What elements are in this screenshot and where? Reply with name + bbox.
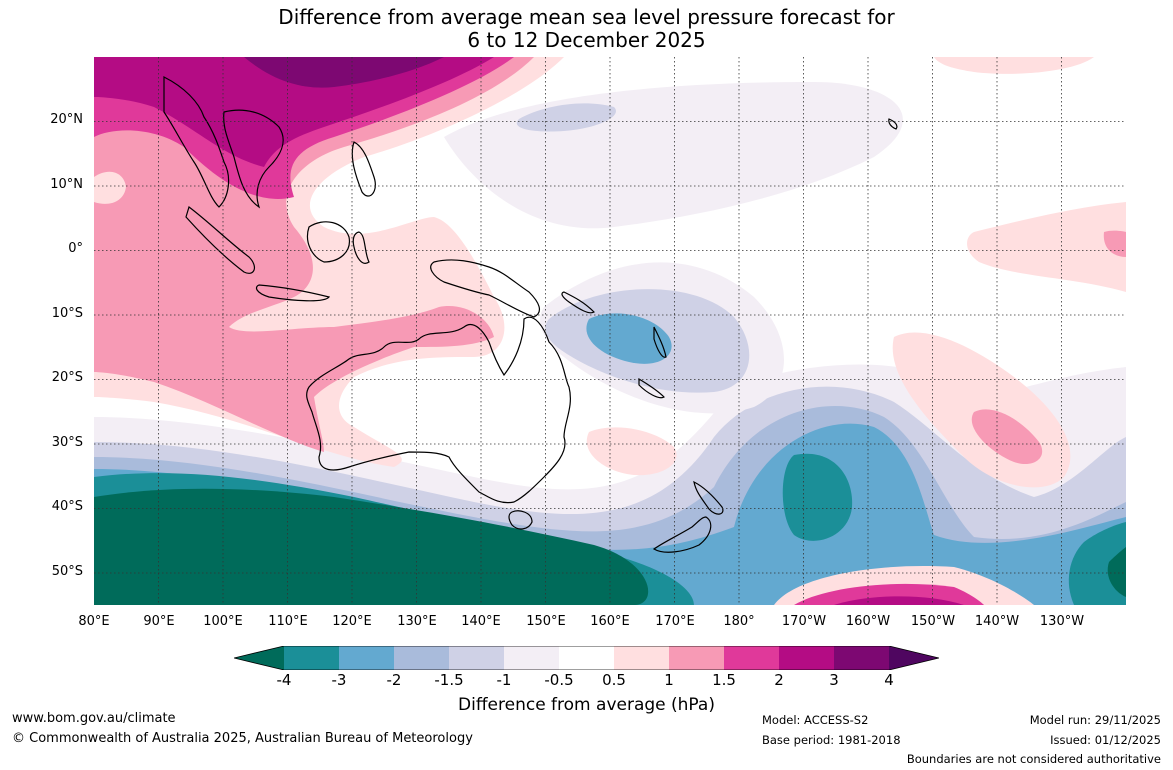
- southeast-asia-coastline: [163, 76, 284, 209]
- vanuatu-coastline: [653, 326, 667, 358]
- contour-pos-3-asia: [244, 57, 444, 88]
- lat-label-20s: 20°S: [51, 370, 83, 385]
- java-coastline: [255, 284, 331, 302]
- colorbar-swatch: [724, 646, 780, 670]
- australia-coastline: [306, 316, 571, 504]
- lon-label-170e: 170°E: [655, 614, 695, 629]
- colorbar-tick-label: 1: [664, 671, 674, 689]
- contour-pos-1-epac-mid: [971, 409, 1043, 465]
- colorbar-swatch: [394, 646, 450, 670]
- borneo-coastline: [306, 221, 351, 263]
- sulawesi-coastline: [352, 231, 370, 264]
- contour-pos-0.5-westedge: [94, 171, 126, 204]
- lon-label-150w: 150°W: [910, 614, 956, 629]
- lat-label-50s: 50°S: [51, 564, 83, 579]
- sumatra-coastline: [185, 206, 256, 274]
- lat-label-30s: 30°S: [51, 435, 83, 450]
- colorbar-tick-label: -2: [386, 671, 402, 689]
- base-period: Base period: 1981-2018: [762, 733, 901, 747]
- model-run-date: Model run: 29/11/2025: [1029, 713, 1161, 727]
- coastlines: [163, 76, 898, 553]
- lat-label-10n: 10°N: [50, 177, 83, 192]
- lon-label-180: 180°: [723, 614, 755, 629]
- lon-label-130w: 130°W: [1039, 614, 1085, 629]
- new-zealand-north-coastline: [693, 480, 724, 515]
- colorbar-swatch: [559, 646, 615, 670]
- colorbar-tick-label: 1.5: [712, 671, 736, 689]
- lat-label-20n: 20°N: [50, 112, 83, 127]
- colorbar-tick-label: -0.5: [544, 671, 574, 689]
- philippines-coastline: [351, 141, 376, 197]
- colorbar-tick-label: 0.5: [602, 671, 626, 689]
- contour-pos-0.5-tasman: [586, 427, 677, 476]
- contour-neg-1-npac: [516, 103, 616, 132]
- new-guinea-coastline: [430, 259, 541, 318]
- contour-pos-1-epac-eq: [1103, 230, 1126, 257]
- graticule: [94, 57, 1126, 605]
- lat-label-10s: 10°S: [51, 306, 83, 321]
- copyright-text: © Commonwealth of Australia 2025, Austra…: [12, 731, 473, 746]
- hawaii-coastline: [888, 118, 898, 130]
- contour-neg-4-east: [1107, 547, 1126, 597]
- colorbar-extend-low: [234, 646, 284, 670]
- contour-neg-4-south: [94, 488, 649, 605]
- contour-pos-2-asia: [94, 57, 494, 167]
- colorbar-swatch: [669, 646, 725, 670]
- colorbar-tick-label: 4: [884, 671, 894, 689]
- website-link[interactable]: www.bom.gov.au/climate: [12, 711, 176, 726]
- colorbar-swatch: [779, 646, 835, 670]
- lon-label-110e: 110°E: [268, 614, 308, 629]
- tasmania-coastline: [508, 510, 533, 530]
- lon-label-160w: 160°W: [845, 614, 891, 629]
- lon-label-150e: 150°E: [526, 614, 566, 629]
- lon-label-140e: 140°E: [461, 614, 501, 629]
- boundaries-disclaimer: Boundaries are not considered authoritat…: [906, 752, 1161, 766]
- lon-label-90e: 90°E: [143, 614, 175, 629]
- pressure-anomaly-map: [94, 57, 1126, 605]
- lat-label-eq: 0°: [68, 241, 83, 256]
- lon-label-100e: 100°E: [203, 614, 243, 629]
- lat-label-40s: 40°S: [51, 499, 83, 514]
- lon-label-130e: 130°E: [397, 614, 437, 629]
- lon-label-120e: 120°E: [332, 614, 372, 629]
- contour-neg-2-coral: [586, 313, 672, 364]
- solomon-islands-coastline: [561, 291, 595, 314]
- model-name: Model: ACCESS-S2: [762, 713, 869, 727]
- colorbar-swatch: [284, 646, 340, 670]
- colorbar-swatch: [614, 646, 670, 670]
- colorbar-swatch: [339, 646, 395, 670]
- contour-pos-0.5-npac-ne: [934, 57, 1094, 74]
- issued-date: Issued: 01/12/2025: [1050, 733, 1161, 747]
- colorbar-tick-label: -1.5: [434, 671, 464, 689]
- colorbar-tick-label: -1: [496, 671, 512, 689]
- colorbar-tick-label: 3: [829, 671, 839, 689]
- contour-pos-2-south: [834, 596, 964, 605]
- lon-label-80e: 80°E: [78, 614, 110, 629]
- lon-label-160e: 160°E: [590, 614, 630, 629]
- colorbar: [234, 646, 939, 670]
- colorbar-tick-label: -4: [276, 671, 292, 689]
- colorbar-swatch: [449, 646, 505, 670]
- lon-label-140w: 140°W: [974, 614, 1020, 629]
- colorbar-tick-label: -3: [331, 671, 347, 689]
- map-title-line-1: Difference from average mean sea level p…: [278, 5, 895, 29]
- colorbar-extend-high: [889, 646, 939, 670]
- lon-label-170w: 170°W: [781, 614, 827, 629]
- colorbar-swatch: [834, 646, 890, 670]
- colorbar-label: Difference from average (hPa): [458, 695, 715, 715]
- map-title-line-2: 6 to 12 December 2025: [467, 28, 706, 52]
- contour-pos-0.5-epac-eq: [967, 202, 1126, 292]
- new-caledonia-coastline: [638, 377, 665, 399]
- colorbar-swatch: [504, 646, 560, 670]
- contour-neg-3-tasman: [782, 453, 853, 541]
- new-zealand-south-coastline: [652, 516, 712, 553]
- colorbar-tick-label: 2: [774, 671, 784, 689]
